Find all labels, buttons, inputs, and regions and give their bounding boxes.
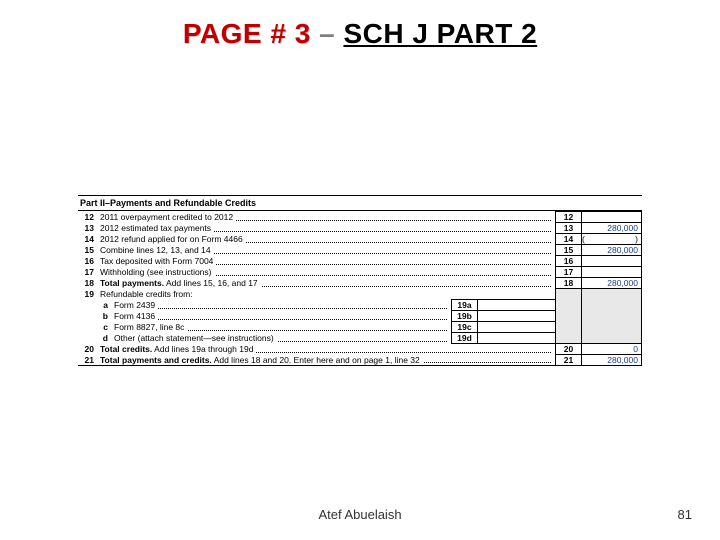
table-row: 17Withholding (see instructions)17 [78, 267, 642, 278]
box-number: 16 [556, 256, 582, 267]
shade [556, 322, 582, 333]
slide-title: PAGE # 3 – SCH J PART 2 [0, 0, 720, 50]
line-value: () [582, 234, 642, 245]
shade [556, 289, 582, 300]
line-value [582, 267, 642, 278]
shade [582, 322, 642, 333]
line-number: 13 [78, 223, 100, 234]
subline-value [478, 300, 556, 311]
line-label: 2012 estimated tax payments [100, 223, 556, 234]
table-row: 16Tax deposited with Form 700416 [78, 256, 642, 267]
shade [556, 333, 582, 344]
subline-letter: a [100, 300, 114, 311]
line-label: Tax deposited with Form 7004 [100, 256, 556, 267]
table-row: 15Combine lines 12, 13, and 1415280,000 [78, 245, 642, 256]
table-row: dOther (attach statement—see instruction… [78, 333, 642, 344]
line-label: 2011 overpayment credited to 2012 [100, 212, 556, 223]
subline-value [478, 322, 556, 333]
subline-letter: b [100, 311, 114, 322]
tax-form: Part II–Payments and Refundable Credits … [78, 195, 642, 366]
box-number: 13 [556, 223, 582, 234]
shade [582, 311, 642, 322]
title-dash: – [311, 18, 344, 49]
line-value: 280,000 [582, 245, 642, 256]
box-number: 15 [556, 245, 582, 256]
line-number: 15 [78, 245, 100, 256]
line-label: Total payments. Add lines 15, 16, and 17 [100, 278, 556, 289]
line-number: 12 [78, 212, 100, 223]
box-number: 19b [452, 311, 478, 322]
footer-page: 81 [678, 507, 692, 522]
table-row: bForm 413619b [78, 311, 642, 322]
table-row: 20Total credits. Add lines 19a through 1… [78, 344, 642, 355]
line-label: Form 4136 [114, 311, 452, 322]
line-label: Total payments and credits. Add lines 18… [100, 355, 556, 366]
box-number: 21 [556, 355, 582, 366]
line-value [582, 212, 642, 223]
shade [556, 300, 582, 311]
table-row: 142012 refund applied for on Form 446614… [78, 234, 642, 245]
payments-table: 122011 overpayment credited to 201212132… [78, 211, 642, 366]
box-number: 18 [556, 278, 582, 289]
box-number: 19d [452, 333, 478, 344]
table-row: 21Total payments and credits. Add lines … [78, 355, 642, 366]
table-row: 132012 estimated tax payments13280,000 [78, 223, 642, 234]
footer-author: Atef Abuelaish [0, 507, 720, 522]
title-red: PAGE # 3 [183, 18, 311, 49]
title-black: SCH J PART 2 [343, 18, 537, 49]
table-row: 19Refundable credits from: [78, 289, 642, 300]
line-label: Form 2439 [114, 300, 452, 311]
line-number: 18 [78, 278, 100, 289]
line-number: 20 [78, 344, 100, 355]
line-value [582, 256, 642, 267]
shade [582, 300, 642, 311]
shade [556, 311, 582, 322]
box-number: 14 [556, 234, 582, 245]
line-number: 21 [78, 355, 100, 366]
box-number: 17 [556, 267, 582, 278]
table-row: 122011 overpayment credited to 201212 [78, 212, 642, 223]
table-row: 18Total payments. Add lines 15, 16, and … [78, 278, 642, 289]
box-number: 20 [556, 344, 582, 355]
section-header: Part II–Payments and Refundable Credits [78, 195, 642, 211]
line-value: 0 [582, 344, 642, 355]
line-label: Refundable credits from: [100, 289, 556, 300]
subline-value [478, 311, 556, 322]
line-number: 19 [78, 289, 100, 300]
shade [582, 333, 642, 344]
line-label: 2012 refund applied for on Form 4466 [100, 234, 556, 245]
line-label: Withholding (see instructions) [100, 267, 556, 278]
shade [582, 289, 642, 300]
line-number: 14 [78, 234, 100, 245]
line-value: 280,000 [582, 223, 642, 234]
table-row: cForm 8827, line 8c19c [78, 322, 642, 333]
box-number: 19a [452, 300, 478, 311]
line-label: Form 8827, line 8c [114, 322, 452, 333]
line-value: 280,000 [582, 355, 642, 366]
line-label: Total credits. Add lines 19a through 19d [100, 344, 556, 355]
line-label: Combine lines 12, 13, and 14 [100, 245, 556, 256]
line-label: Other (attach statement—see instructions… [114, 333, 452, 344]
line-number: 17 [78, 267, 100, 278]
subline-letter: c [100, 322, 114, 333]
line-value: 280,000 [582, 278, 642, 289]
subline-value [478, 333, 556, 344]
table-row: aForm 243919a [78, 300, 642, 311]
box-number: 12 [556, 212, 582, 223]
line-number: 16 [78, 256, 100, 267]
box-number: 19c [452, 322, 478, 333]
subline-letter: d [100, 333, 114, 344]
